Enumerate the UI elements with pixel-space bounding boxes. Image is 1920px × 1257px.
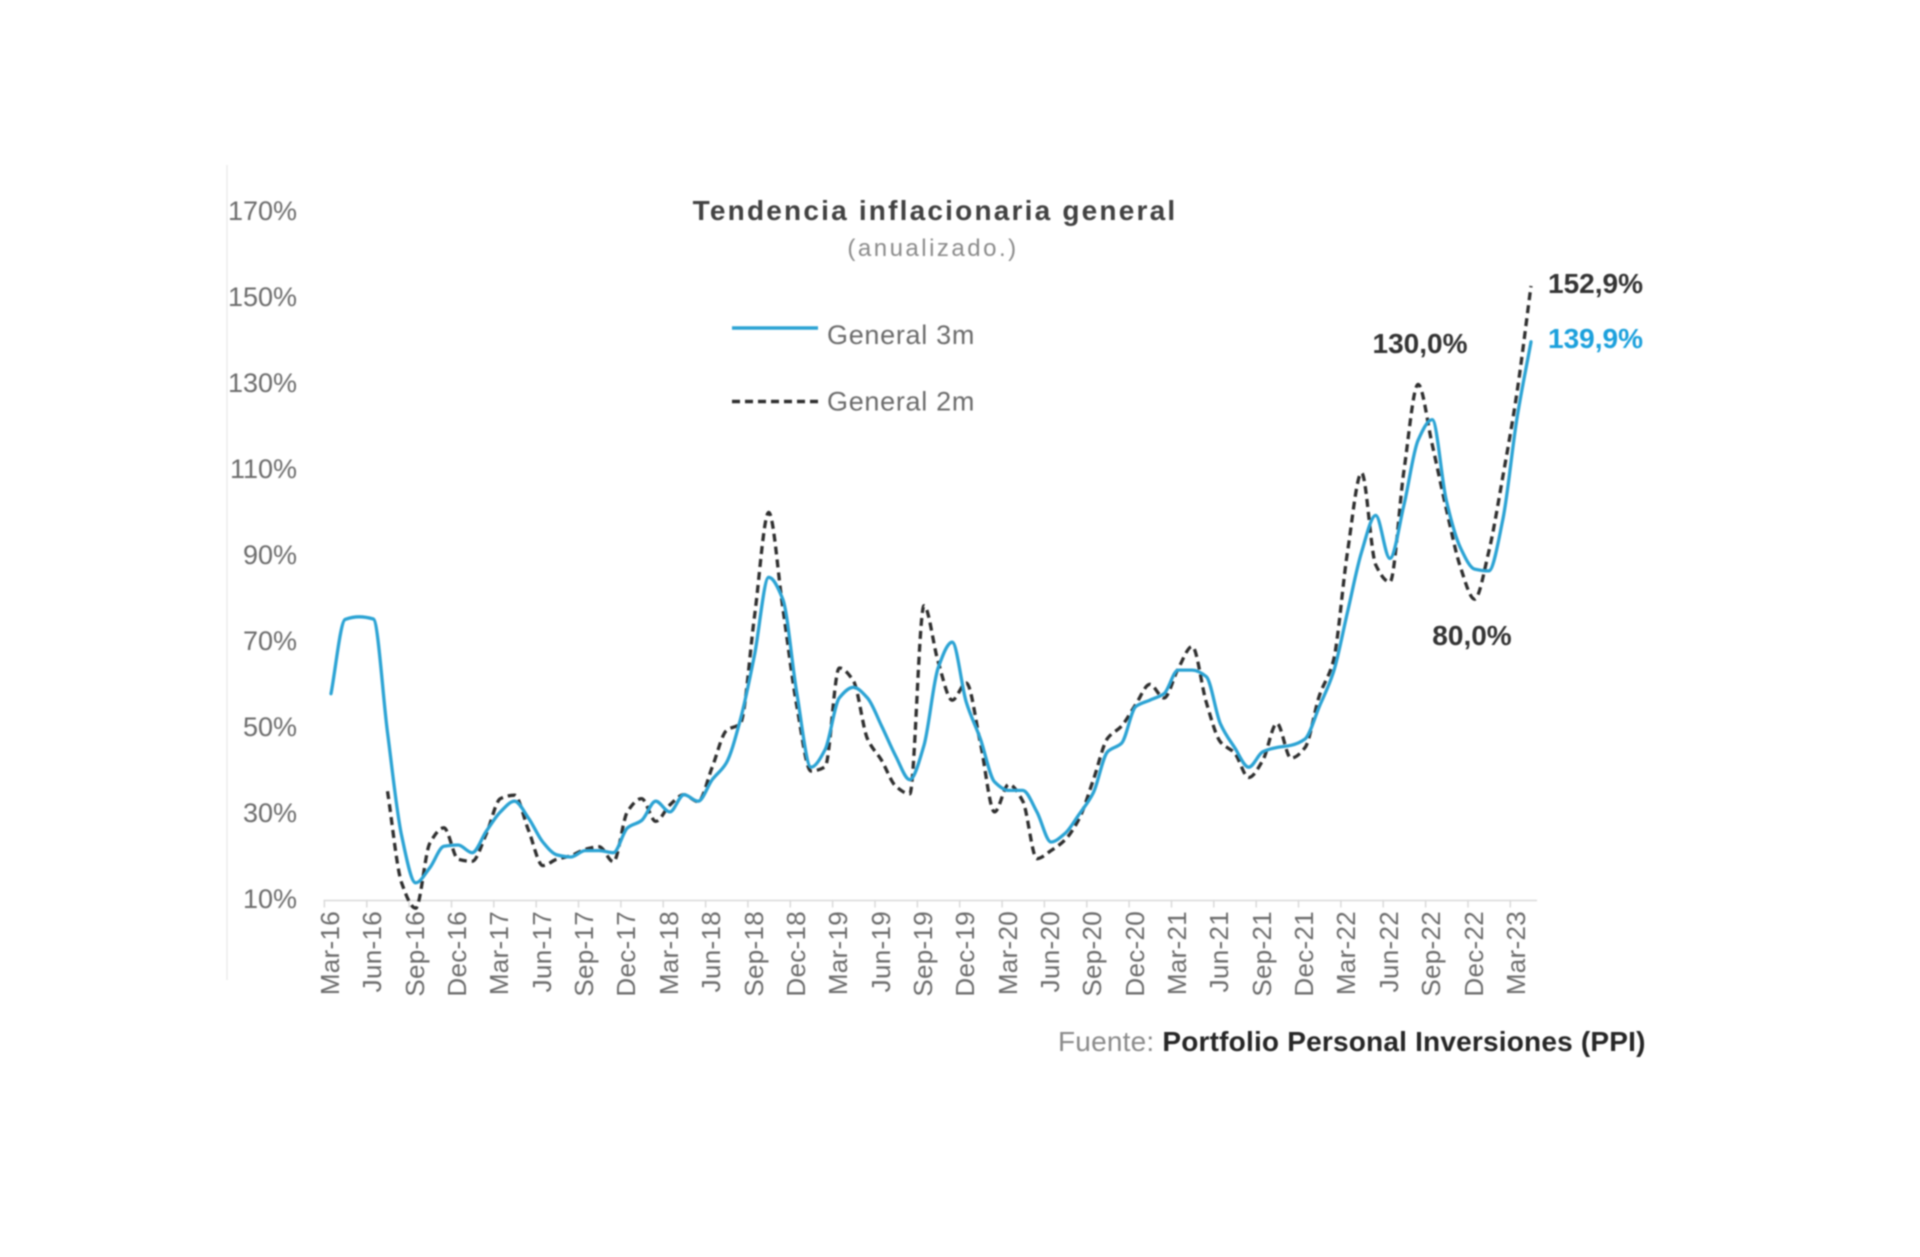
svg-text:Dec-21: Dec-21: [1289, 911, 1319, 997]
svg-text:Mar-22: Mar-22: [1331, 911, 1361, 995]
svg-text:Sep-17: Sep-17: [569, 911, 599, 997]
svg-text:Jun-16: Jun-16: [357, 911, 387, 992]
svg-text:Dec-22: Dec-22: [1459, 911, 1489, 997]
svg-text:Jun-19: Jun-19: [866, 911, 896, 992]
svg-text:Mar-19: Mar-19: [823, 911, 853, 995]
svg-text:Jun-18: Jun-18: [696, 911, 726, 992]
svg-text:50%: 50%: [243, 712, 297, 742]
svg-text:Jun-21: Jun-21: [1204, 911, 1234, 992]
svg-text:130%: 130%: [228, 368, 297, 398]
svg-text:Mar-20: Mar-20: [993, 911, 1023, 995]
svg-text:Mar-16: Mar-16: [315, 911, 345, 995]
svg-text:Jun-22: Jun-22: [1374, 911, 1404, 992]
svg-text:Mar-23: Mar-23: [1501, 911, 1531, 995]
svg-text:10%: 10%: [243, 884, 297, 914]
svg-text:(anualizado.): (anualizado.): [847, 235, 1018, 262]
svg-text:Dec-18: Dec-18: [781, 911, 811, 997]
svg-text:152,9%: 152,9%: [1548, 268, 1643, 299]
svg-text:Sep-20: Sep-20: [1077, 911, 1107, 997]
svg-text:Dec-20: Dec-20: [1120, 911, 1150, 997]
svg-text:Sep-19: Sep-19: [908, 911, 938, 997]
svg-text:170%: 170%: [228, 196, 297, 226]
svg-text:70%: 70%: [243, 626, 297, 656]
svg-text:Sep-21: Sep-21: [1247, 911, 1277, 997]
svg-text:Sep-22: Sep-22: [1416, 911, 1446, 997]
svg-text:Dec-16: Dec-16: [442, 911, 472, 997]
svg-text:80,0%: 80,0%: [1432, 620, 1511, 651]
svg-text:110%: 110%: [230, 454, 297, 484]
svg-text:Mar-18: Mar-18: [654, 911, 684, 995]
svg-text:General 3m: General 3m: [827, 320, 975, 350]
svg-text:Fuente: Portfolio Personal Inv: Fuente: Portfolio Personal Inversiones (…: [1058, 1026, 1646, 1057]
svg-text:General 2m: General 2m: [827, 387, 975, 417]
svg-text:Jun-20: Jun-20: [1035, 911, 1065, 992]
svg-text:Dec-17: Dec-17: [611, 911, 641, 997]
svg-text:Sep-16: Sep-16: [400, 911, 430, 997]
svg-text:Jun-17: Jun-17: [527, 911, 557, 992]
svg-text:150%: 150%: [228, 282, 297, 312]
svg-text:Mar-21: Mar-21: [1162, 911, 1192, 995]
svg-text:Tendencia inflacionaria genera: Tendencia inflacionaria general: [693, 195, 1178, 226]
svg-text:Dec-19: Dec-19: [950, 911, 980, 997]
svg-text:130,0%: 130,0%: [1373, 328, 1468, 359]
svg-text:Mar-17: Mar-17: [484, 911, 514, 995]
svg-text:Sep-18: Sep-18: [739, 911, 769, 997]
svg-text:90%: 90%: [243, 540, 297, 570]
svg-text:30%: 30%: [243, 798, 297, 828]
svg-text:139,9%: 139,9%: [1548, 323, 1643, 354]
